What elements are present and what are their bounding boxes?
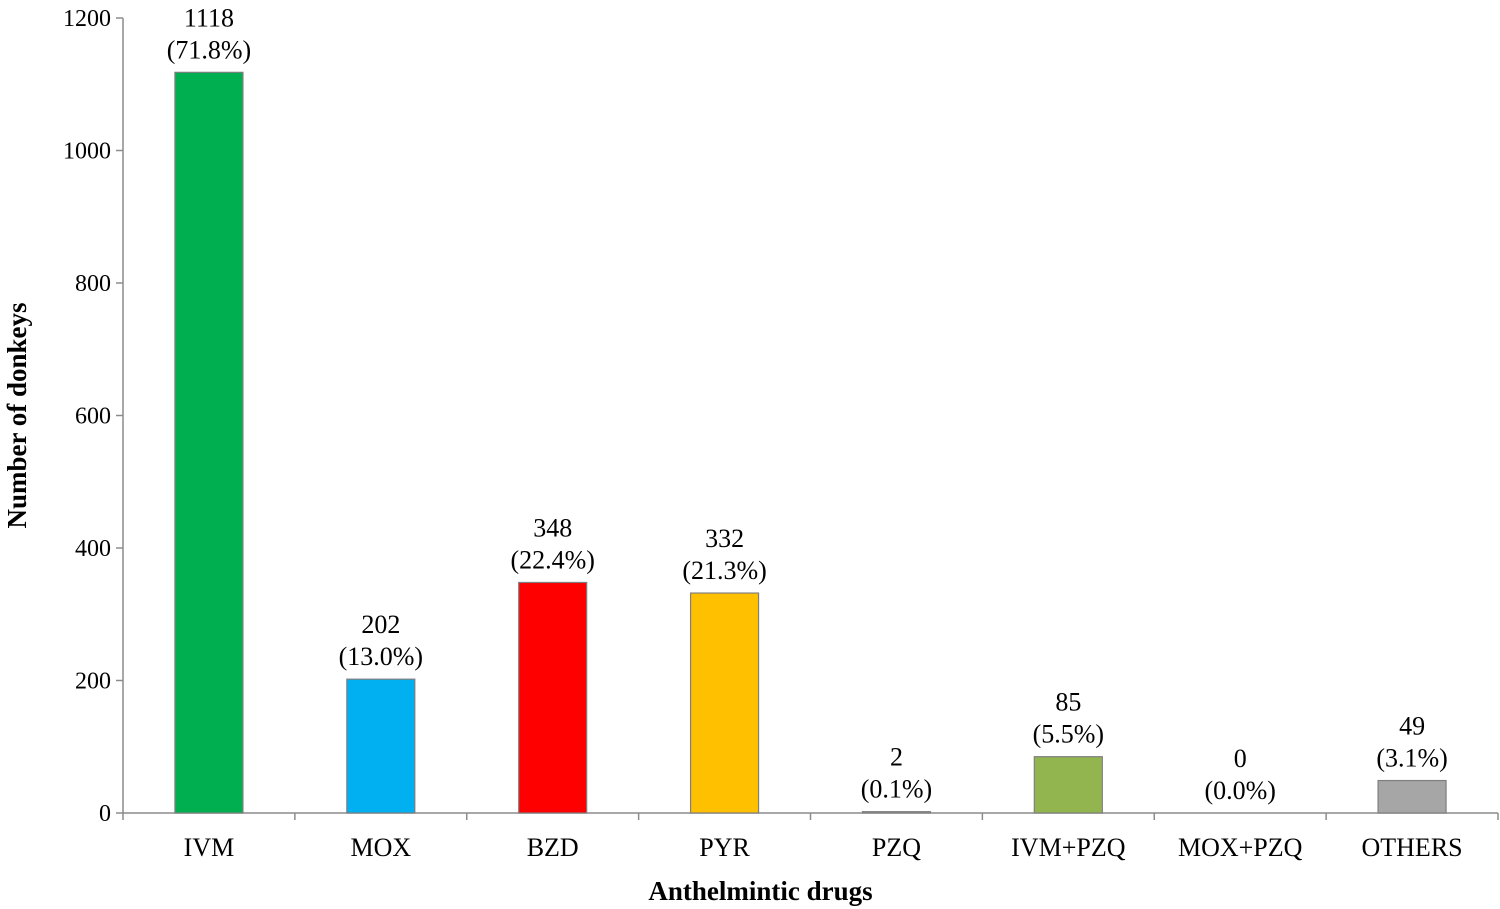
bar-bzd	[518, 581, 588, 814]
data-label-value: 0	[1234, 744, 1247, 773]
y-tick-label: 800	[75, 271, 111, 297]
data-label-value: 332	[705, 524, 744, 553]
x-category-label: MOX+PZQ	[1178, 833, 1303, 862]
x-category-label: MOX	[350, 833, 411, 862]
data-label-percent: (5.5%)	[1033, 720, 1104, 749]
x-axis-title: Anthelmintic drugs	[648, 876, 872, 906]
bars	[174, 71, 1447, 814]
y-axis-title: Number of donkeys	[2, 302, 32, 528]
data-label-value: 85	[1055, 688, 1081, 717]
y-tick-label: 600	[75, 404, 111, 430]
bar-ivm	[174, 71, 244, 814]
data-label-value: 49	[1399, 712, 1425, 741]
bar-ivm-plus-pzq	[1033, 756, 1103, 814]
x-category-label: IVM	[184, 833, 235, 862]
y-tick-label: 0	[99, 801, 111, 827]
data-label-percent: (3.1%)	[1376, 744, 1447, 773]
data-label-percent: (0.1%)	[861, 775, 932, 804]
data-label-percent: (22.4%)	[510, 545, 594, 574]
x-category-label: BZD	[527, 833, 579, 862]
data-label-percent: (0.0%)	[1204, 776, 1275, 805]
y-tick-label: 200	[75, 669, 111, 695]
x-category-label: OTHERS	[1362, 833, 1463, 862]
bar-others	[1377, 779, 1447, 814]
x-category-label: PYR	[699, 833, 750, 862]
bar-pyr	[689, 592, 760, 814]
bar-pzq	[861, 811, 932, 814]
x-category-label: IVM+PZQ	[1011, 833, 1126, 862]
y-tick-label: 1000	[63, 139, 111, 165]
data-labels: 1118 (71.8%) 202 (13.0%) 348 (22.4%) 332 (21.3%…	[167, 3, 1448, 805]
data-label-value: 348	[533, 513, 572, 542]
data-label-percent: (71.8%)	[167, 35, 251, 64]
y-tick-label: 400	[75, 536, 111, 562]
data-label-percent: (13.0%)	[339, 642, 423, 671]
x-category-label: PZQ	[872, 833, 921, 862]
x-axis: IVM MOX BZD PYR PZQ IVM+PZQ MOX+PZQ OTHERS	[122, 812, 1499, 862]
y-tick-label: 1200	[63, 6, 111, 32]
data-label-percent: (21.3%)	[682, 556, 766, 585]
data-label-value: 2	[890, 743, 903, 772]
data-label-value: 202	[361, 610, 400, 639]
bar-mox	[346, 678, 416, 814]
y-axis: 0 200 400 600 800 1000 1200	[63, 6, 124, 827]
data-label-value: 1118	[184, 3, 234, 32]
